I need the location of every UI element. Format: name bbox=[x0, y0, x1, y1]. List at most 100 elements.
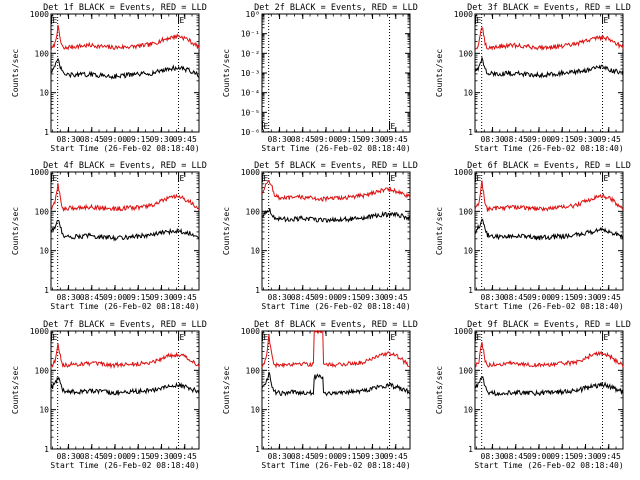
y-tick-label: 10⁰ bbox=[246, 10, 260, 19]
x-tick-label: 08:45 bbox=[80, 452, 104, 461]
y-tick-label: 100 bbox=[246, 207, 261, 216]
y-tick-label: 10 bbox=[39, 247, 49, 256]
y-tick-label: 10 bbox=[39, 406, 49, 415]
x-axis-label: Start Time (26-Feb-02 08:18:40) bbox=[261, 461, 410, 470]
y-tick-label: 1000 bbox=[454, 327, 473, 336]
event-marker-label: E bbox=[52, 16, 57, 25]
panel-title: Det 2f BLACK = Events, RED = LLD bbox=[254, 3, 418, 13]
x-tick-label: 09:15 bbox=[337, 135, 361, 144]
x-tick-label: 08:30 bbox=[481, 293, 505, 302]
event-marker-label: E bbox=[391, 174, 396, 183]
plot-frame bbox=[261, 330, 411, 450]
y-tick-label: 10 bbox=[250, 247, 260, 256]
events-series-line bbox=[474, 55, 624, 79]
x-tick-label: 09:00 bbox=[103, 452, 127, 461]
y-tick-label: 100 bbox=[35, 366, 50, 375]
event-marker-label: E bbox=[263, 174, 268, 183]
event-marker-label: E bbox=[476, 174, 481, 183]
y-tick-label: 10⁻³ bbox=[241, 69, 260, 78]
x-tick-label: 09:15 bbox=[126, 135, 150, 144]
x-tick-label: 09:30 bbox=[149, 293, 173, 302]
events-series-line bbox=[474, 375, 624, 397]
x-axis-label: Start Time (26-Feb-02 08:18:40) bbox=[474, 461, 623, 470]
y-tick-label: 1000 bbox=[454, 168, 473, 177]
plot-frame bbox=[474, 171, 624, 291]
panel-title: Det 1f BLACK = Events, RED = LLD bbox=[43, 3, 207, 13]
x-axis-label: Start Time (26-Feb-02 08:18:40) bbox=[474, 144, 623, 153]
y-tick-label: 10 bbox=[250, 406, 260, 415]
x-axis-label: Start Time (26-Feb-02 08:18:40) bbox=[261, 144, 410, 153]
y-tick-label: 10⁻² bbox=[241, 49, 260, 58]
lld-series-line bbox=[261, 179, 411, 203]
x-tick-label: 08:30 bbox=[481, 452, 505, 461]
y-tick-label: 100 bbox=[459, 366, 474, 375]
x-tick-label: 09:00 bbox=[527, 452, 551, 461]
events-series-line bbox=[261, 208, 411, 223]
y-tick-label: 1 bbox=[468, 445, 473, 454]
y-tick-label: 10⁻¹ bbox=[241, 30, 260, 39]
x-tick-label: 09:45 bbox=[173, 293, 197, 302]
y-tick-label: 1 bbox=[468, 286, 473, 295]
x-tick-label: 09:45 bbox=[384, 135, 408, 144]
panel-det-5f: Det 5f BLACK = Events, RED = LLD 1 10 100 10… bbox=[222, 161, 418, 311]
x-tick-label: 09:45 bbox=[597, 293, 621, 302]
plot-frame bbox=[50, 330, 200, 450]
x-tick-label: 08:45 bbox=[80, 293, 104, 302]
event-marker-label: E bbox=[476, 333, 481, 342]
y-tick-label: 10 bbox=[39, 89, 49, 98]
event-marker-label: E bbox=[263, 122, 268, 131]
y-tick-label: 1 bbox=[468, 128, 473, 137]
panel-det-4f: Det 4f BLACK = Events, RED = LLD 1 10 100 10… bbox=[11, 161, 207, 311]
x-axis-label: Start Time (26-Feb-02 08:18:40) bbox=[50, 144, 199, 153]
panel-det-7f: Det 7f BLACK = Events, RED = LLD 1 10 100 10… bbox=[11, 320, 207, 470]
x-tick-label: 09:30 bbox=[360, 135, 384, 144]
x-tick-label: 09:15 bbox=[337, 293, 361, 302]
lld-series-line bbox=[50, 24, 200, 52]
event-marker-label: E bbox=[391, 122, 396, 131]
x-tick-label: 08:30 bbox=[57, 135, 81, 144]
lld-series-line bbox=[50, 183, 200, 212]
y-tick-label: 100 bbox=[35, 49, 50, 58]
x-axis-label: Start Time (26-Feb-02 08:18:40) bbox=[261, 302, 410, 311]
y-tick-label: 1000 bbox=[30, 168, 49, 177]
x-tick-label: 08:45 bbox=[504, 452, 528, 461]
y-axis-label: Counts/sec bbox=[435, 207, 444, 255]
y-axis-label: Counts/sec bbox=[222, 207, 231, 255]
panel-title: Det 6f BLACK = Events, RED = LLD bbox=[467, 161, 631, 171]
y-tick-label: 100 bbox=[35, 207, 50, 216]
x-tick-label: 09:00 bbox=[314, 135, 338, 144]
x-tick-label: 08:30 bbox=[268, 135, 292, 144]
x-tick-label: 09:00 bbox=[314, 452, 338, 461]
y-tick-label: 1000 bbox=[241, 168, 260, 177]
panel-title: Det 8f BLACK = Events, RED = LLD bbox=[254, 320, 418, 330]
event-marker-label: E bbox=[52, 174, 57, 183]
event-marker-label: E bbox=[391, 333, 396, 342]
panel-det-1f: Det 1f BLACK = Events, RED = LLD 1 10 100 10… bbox=[11, 3, 207, 153]
events-series-line bbox=[50, 219, 200, 242]
plot-frame bbox=[474, 13, 624, 133]
y-axis-label: Counts/sec bbox=[11, 49, 20, 97]
x-tick-label: 09:30 bbox=[573, 135, 597, 144]
plot-frame bbox=[50, 13, 200, 133]
x-tick-label: 09:15 bbox=[550, 293, 574, 302]
lld-series-line bbox=[50, 343, 200, 370]
y-tick-label: 10⁻⁴ bbox=[241, 89, 260, 98]
x-tick-label: 08:30 bbox=[57, 452, 81, 461]
lld-series-line bbox=[474, 341, 624, 368]
y-tick-label: 1000 bbox=[30, 327, 49, 336]
y-tick-label: 1 bbox=[44, 445, 49, 454]
lld-series-line bbox=[474, 180, 624, 212]
panel-det-3f: Det 3f BLACK = Events, RED = LLD 1 10 100 10… bbox=[435, 3, 631, 153]
x-tick-label: 08:45 bbox=[291, 452, 315, 461]
x-tick-label: 09:00 bbox=[314, 293, 338, 302]
y-tick-label: 10 bbox=[463, 406, 473, 415]
x-tick-label: 08:45 bbox=[504, 135, 528, 144]
event-marker-label: E bbox=[476, 16, 481, 25]
y-tick-label: 1000 bbox=[454, 10, 473, 19]
x-tick-label: 08:30 bbox=[268, 452, 292, 461]
y-axis-label: Counts/sec bbox=[435, 366, 444, 414]
events-series-line bbox=[50, 57, 200, 80]
x-tick-label: 08:45 bbox=[291, 135, 315, 144]
x-tick-label: 09:00 bbox=[103, 135, 127, 144]
